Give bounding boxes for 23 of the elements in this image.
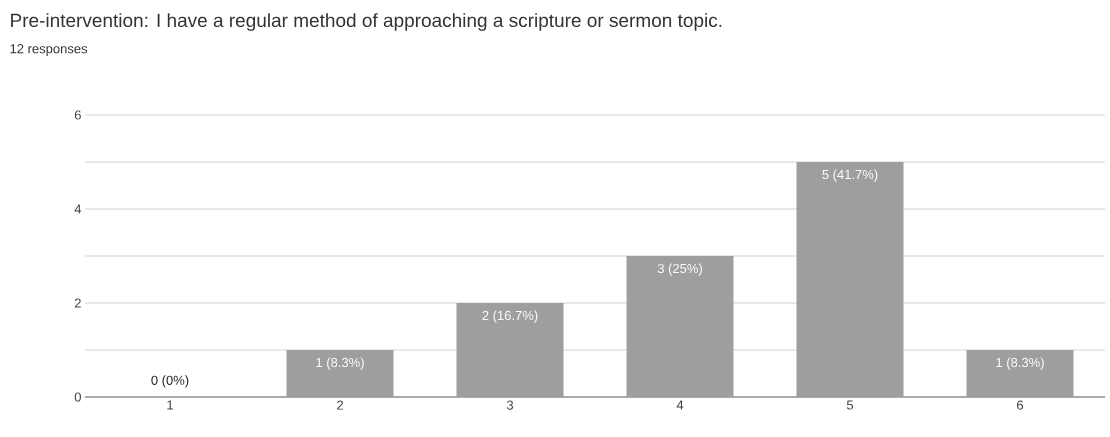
data-label: 1 (8.3%) [996, 357, 1044, 370]
data-label: 3 (25%) [657, 263, 702, 276]
bar [456, 303, 564, 397]
chart-title: Pre-intervention: I have a regular method of approaching a scripture or sermon topic. [11, 13, 722, 31]
x-tick-label: 4 [676, 400, 684, 410]
x-tick-label: 6 [1017, 400, 1024, 410]
x-tick-label: 2 [337, 400, 343, 410]
x-tick-label: 5 [846, 400, 854, 410]
data-label: 1 (8.3%) [316, 357, 364, 370]
bar [796, 162, 904, 397]
x-tick-label: 1 [167, 400, 173, 410]
y-tick-label: 4 [74, 204, 82, 214]
y-tick-label: 0 [74, 392, 81, 402]
data-label: 0 (0%) [151, 375, 189, 388]
y-tick-label: 2 [74, 298, 81, 308]
data-label: 2 (16.7%) [482, 310, 538, 323]
data-label: 5 (41.7%) [822, 169, 878, 182]
bar [626, 256, 734, 397]
bar [966, 350, 1074, 397]
chart-subtitle: 12 responses [10, 44, 88, 56]
y-tick-label: 6 [74, 110, 81, 120]
bar [286, 350, 394, 397]
x-tick-label: 3 [506, 400, 514, 410]
